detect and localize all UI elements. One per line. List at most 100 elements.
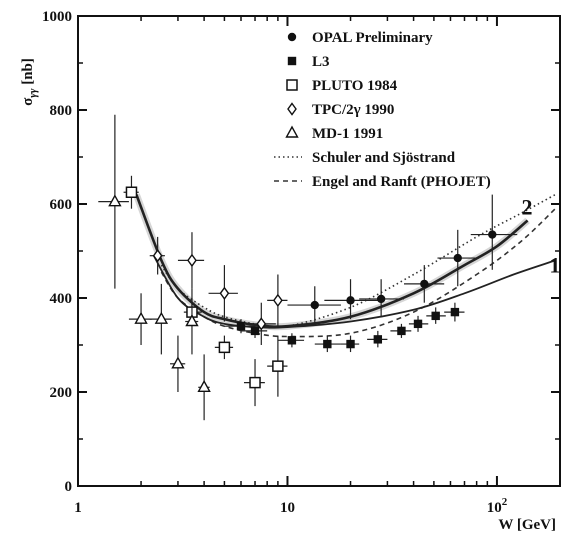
- data-point: [287, 286, 341, 324]
- data-point: [340, 335, 360, 353]
- data-point: [359, 279, 405, 317]
- points-layer: [98, 114, 518, 421]
- data-point: [208, 265, 238, 322]
- legend-label: Engel and Ranft (PHOJET): [312, 174, 491, 190]
- data-point: [314, 335, 341, 353]
- marker-filled-square: [346, 339, 355, 349]
- data-point: [128, 293, 152, 345]
- marker-filled-circle: [376, 294, 386, 304]
- marker-filled-circle: [310, 300, 319, 310]
- data-point: [408, 315, 429, 332]
- data-point: [404, 265, 445, 303]
- data-point: [426, 307, 446, 324]
- legend: OPAL Preliminary L3 PLUTO 1984 TPC/2γ 1990 M…: [274, 30, 491, 190]
- marker-open-diamond: [152, 249, 163, 263]
- marker-open-diamond: [287, 102, 297, 116]
- marker-filled-square: [413, 319, 423, 329]
- data-point: [277, 333, 305, 348]
- data-point: [437, 229, 479, 287]
- marker-filled-square: [397, 326, 406, 336]
- legend-entry: MD-1 1991: [285, 125, 383, 142]
- marker-filled-square: [431, 311, 440, 321]
- marker-filled-circle: [453, 253, 462, 263]
- marker-filled-circle: [346, 296, 355, 305]
- marker-filled-square: [287, 336, 297, 345]
- marker-open-square: [286, 79, 298, 91]
- marker-open-triangle: [285, 125, 299, 138]
- legend-entry: Schuler and Sjöstrand: [274, 150, 456, 166]
- y-tick-label: 0: [65, 479, 73, 495]
- data-point: [390, 323, 412, 338]
- y-tick-label: 1000: [42, 9, 72, 25]
- curve-label-1: 1: [549, 252, 560, 277]
- legend-label: TPC/2γ 1990: [312, 102, 394, 118]
- marker-filled-square: [373, 335, 383, 344]
- x-tick-label: 1: [74, 500, 82, 516]
- marker-open-triangle: [108, 194, 122, 207]
- data-point: [243, 359, 265, 407]
- data-point: [149, 236, 165, 275]
- marker-filled-square: [287, 56, 297, 66]
- data-point: [243, 302, 276, 345]
- legend-entry: PLUTO 1984: [286, 78, 398, 94]
- marker-filled-circle: [287, 32, 297, 42]
- marker-filled-circle: [488, 230, 497, 239]
- curves-layer: 12: [133, 193, 560, 338]
- marker-open-square: [218, 341, 231, 354]
- data-point: [214, 335, 234, 360]
- legend-entry: TPC/2γ 1990: [287, 102, 394, 118]
- marker-filled-square: [236, 322, 246, 331]
- data-point: [185, 288, 199, 355]
- marker-open-diamond: [219, 286, 230, 300]
- data-point: [470, 194, 518, 270]
- data-point: [367, 330, 388, 348]
- marker-open-diamond: [273, 293, 283, 308]
- legend-label: PLUTO 1984: [312, 78, 398, 94]
- curve-dotted: [160, 193, 556, 328]
- marker-open-square: [249, 376, 261, 389]
- marker-filled-square: [323, 339, 332, 349]
- x-tick-label: 102: [487, 496, 508, 516]
- data-point: [267, 274, 288, 327]
- marker-filled-square: [250, 326, 260, 336]
- marker-filled-square: [450, 307, 460, 317]
- y-tick-label: 800: [50, 103, 73, 119]
- data-point: [197, 354, 211, 421]
- legend-entry: L3: [287, 54, 330, 70]
- legend-label: L3: [312, 54, 330, 70]
- marker-filled-circle: [420, 279, 429, 289]
- legend-label: Schuler and Sjöstrand: [312, 150, 456, 166]
- data-point: [98, 114, 129, 289]
- y-tick-label: 200: [50, 385, 73, 401]
- data-point: [170, 335, 186, 392]
- data-point: [241, 323, 268, 338]
- axes-layer: 0 200 400 600 800 1000 1 10 102 σγγ [nb] W [GeV]: [20, 9, 561, 533]
- x-tick-label: 10: [280, 500, 295, 516]
- data-point: [267, 335, 288, 397]
- data-point: [177, 232, 205, 289]
- data-point: [444, 302, 465, 322]
- x-axis-title: W [GeV]: [498, 517, 556, 533]
- data-point: [123, 175, 139, 209]
- legend-label: MD-1 1991: [312, 126, 383, 142]
- marker-open-triangle: [154, 311, 169, 324]
- marker-open-triangle: [134, 311, 148, 324]
- marker-open-square: [125, 186, 138, 198]
- y-axis-title: σγγ [nb]: [20, 58, 39, 106]
- y-tick-label: 600: [50, 197, 73, 213]
- y-tick-label: 400: [50, 291, 73, 307]
- marker-open-diamond: [187, 253, 197, 268]
- curve-label-2: 2: [522, 194, 533, 219]
- marker-open-triangle: [171, 356, 185, 369]
- legend-entry: OPAL Preliminary: [287, 30, 433, 46]
- marker-open-diamond: [256, 317, 267, 331]
- data-point: [149, 283, 172, 355]
- legend-entry: Engel and Ranft (PHOJET): [274, 174, 491, 190]
- marker-open-triangle: [197, 379, 211, 392]
- marker-open-square: [272, 360, 284, 372]
- marker-open-triangle: [185, 314, 199, 327]
- data-point: [324, 279, 378, 320]
- legend-label: OPAL Preliminary: [312, 30, 433, 46]
- curve-label-2: [135, 194, 529, 328]
